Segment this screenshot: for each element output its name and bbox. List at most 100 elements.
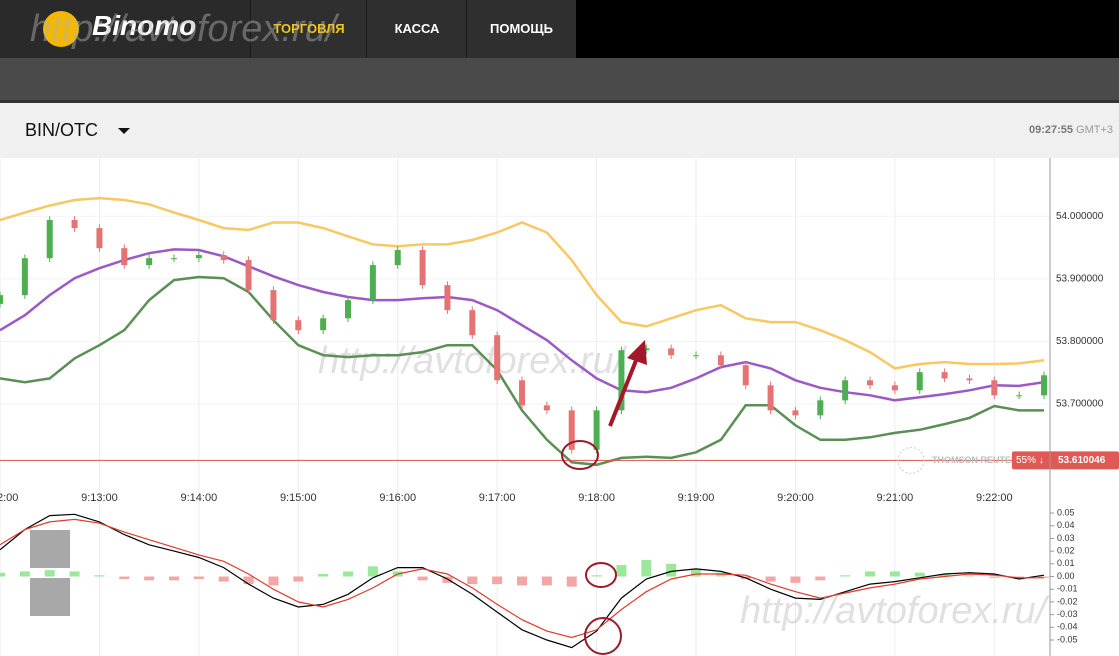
x-tick-label: 9:20:00 bbox=[777, 492, 814, 504]
histogram-bar bbox=[715, 572, 726, 577]
candle-body bbox=[966, 378, 973, 381]
candle-body bbox=[668, 348, 675, 356]
candle-body bbox=[842, 380, 849, 401]
candle-body bbox=[146, 258, 153, 266]
histogram-bar bbox=[691, 568, 702, 577]
histogram-bar bbox=[790, 576, 801, 583]
candle-body bbox=[1041, 375, 1048, 396]
candle-body bbox=[71, 219, 78, 229]
watermark: http://avtoforex.ru/ bbox=[740, 590, 1050, 632]
candle-body bbox=[220, 255, 227, 261]
candle-body bbox=[46, 219, 53, 259]
histogram-bar bbox=[169, 576, 180, 581]
chart: 9:12:00 9:13:00 9:14:00 9:15:00 9:16:00 9:17:… bbox=[0, 158, 1119, 656]
band-line bbox=[0, 275, 1044, 467]
histogram-bar bbox=[889, 571, 900, 577]
tool-button[interactable] bbox=[30, 530, 70, 568]
candle-body bbox=[96, 228, 103, 249]
candle-body bbox=[121, 248, 128, 266]
candle-body bbox=[320, 318, 327, 331]
x-tick-label: 9:16:00 bbox=[379, 492, 416, 504]
candle-body bbox=[519, 380, 526, 406]
candle-body bbox=[867, 380, 874, 386]
x-tick-label: 9:22:00 bbox=[976, 492, 1013, 504]
candle-body bbox=[195, 255, 202, 259]
histogram-bar bbox=[243, 576, 254, 585]
candle-body bbox=[469, 310, 476, 336]
candle-body bbox=[792, 410, 799, 416]
y-tick-label: 0.01 bbox=[1057, 558, 1075, 568]
band-line bbox=[0, 196, 1045, 370]
histogram-bar bbox=[193, 576, 204, 580]
candle-body bbox=[419, 250, 426, 286]
logo-area: Binomo bbox=[0, 0, 250, 58]
y-tick-label: -0.01 bbox=[1057, 584, 1078, 594]
histogram-bar bbox=[69, 571, 80, 577]
candle-body bbox=[916, 372, 923, 391]
candle-body bbox=[0, 295, 3, 304]
histogram-bar bbox=[467, 576, 478, 585]
histogram-bar bbox=[815, 576, 826, 581]
timezone: GMT+3 bbox=[1076, 124, 1113, 136]
y-tick-label: -0.05 bbox=[1057, 634, 1078, 644]
nav-item[interactable]: ПОМОЩЬ bbox=[466, 0, 576, 58]
candle-body bbox=[369, 265, 376, 301]
nav-item[interactable]: КАССА bbox=[366, 0, 467, 58]
instrument[interactable]: BIN/OTC bbox=[25, 120, 99, 140]
histogram-bar bbox=[44, 570, 55, 577]
candle-body bbox=[593, 410, 600, 450]
macd-line bbox=[0, 513, 1045, 649]
x-tick-label: 9:12:00 bbox=[0, 492, 18, 504]
instrument-panel: BIN/OTC 09:27:55 GMT+3 bbox=[0, 103, 1119, 159]
annotation-circle bbox=[561, 440, 599, 470]
price-direction: 55% ↓ bbox=[1016, 455, 1044, 466]
y-tick-label: -0.02 bbox=[1057, 596, 1078, 606]
y-tick-label: 53.900000 bbox=[1056, 273, 1104, 284]
x-tick-label: 9:13:00 bbox=[81, 492, 118, 504]
candle-body bbox=[941, 372, 948, 379]
annotation-arrowhead bbox=[627, 340, 647, 365]
candle-body bbox=[767, 385, 774, 411]
histogram-bar bbox=[989, 576, 1000, 578]
dropdown-arrow[interactable] bbox=[118, 128, 130, 134]
x-tick-label: 9:14:00 bbox=[181, 492, 218, 504]
histogram-bar bbox=[343, 571, 354, 577]
price-label-bg bbox=[1012, 451, 1119, 470]
y-tick-label: -0.03 bbox=[1057, 609, 1078, 619]
histogram-bar bbox=[367, 566, 378, 577]
candle-body bbox=[270, 290, 277, 321]
histogram-bar bbox=[939, 573, 950, 577]
macd-line bbox=[0, 518, 1044, 639]
x-tick-label: 9:19:00 bbox=[678, 492, 715, 504]
candle-body bbox=[618, 350, 625, 411]
source-label: THOMSON REUTERS bbox=[932, 455, 1024, 465]
x-tick-label: 9:15:00 bbox=[280, 492, 317, 504]
y-tick-label: 0.04 bbox=[1057, 520, 1075, 530]
histogram-bar bbox=[517, 576, 528, 586]
histogram-bar bbox=[492, 576, 503, 585]
histogram-bar bbox=[765, 576, 776, 582]
histogram-bar bbox=[566, 576, 577, 587]
candle-body bbox=[345, 300, 352, 319]
histogram-bar bbox=[541, 576, 552, 586]
tool-button[interactable] bbox=[30, 578, 70, 616]
logo-icon bbox=[43, 11, 79, 47]
candle-body bbox=[817, 400, 824, 416]
histogram-bar bbox=[666, 563, 677, 577]
clock: 09:27:55 bbox=[1028, 124, 1073, 136]
logo-text[interactable]: Binomo bbox=[92, 10, 197, 41]
histogram-bar bbox=[417, 576, 428, 581]
candle-body bbox=[21, 258, 28, 296]
histogram-bar bbox=[914, 572, 925, 577]
histogram-bar bbox=[293, 576, 304, 582]
histogram-bar bbox=[591, 575, 602, 577]
candle-body bbox=[1016, 395, 1023, 397]
nav-item[interactable]: ТОРГОВЛЯ bbox=[250, 0, 367, 58]
x-tick-label: 9:21:00 bbox=[877, 492, 914, 504]
candle-body bbox=[543, 405, 550, 411]
y-tick-label: 0.00 bbox=[1057, 571, 1075, 581]
annotation-circle bbox=[585, 562, 617, 588]
candle-body bbox=[991, 380, 998, 396]
candle-body bbox=[245, 260, 252, 291]
